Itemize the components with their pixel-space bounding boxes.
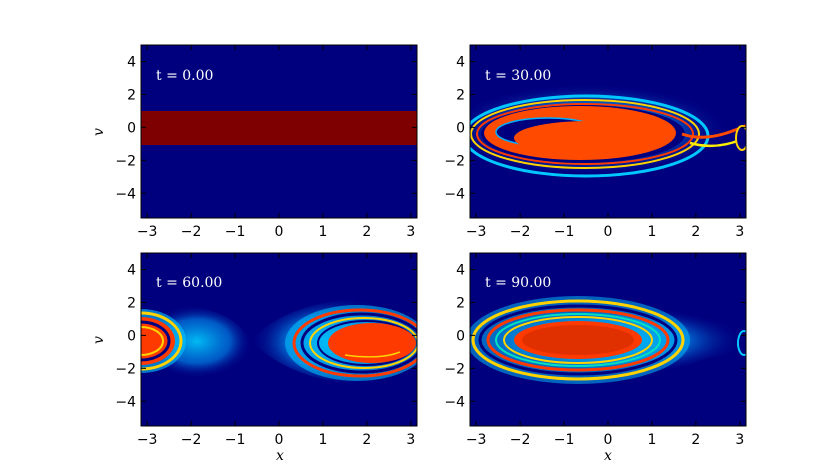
panel-t90-time-label: t = 90.00 [485, 275, 551, 291]
y-tick-label: 2 [127, 87, 136, 103]
x-tick-label: −1 [225, 224, 246, 240]
panel-t90-y-ticks: 4 2 0 −2 −4 [444, 262, 746, 410]
x-tick-label: −2 [510, 432, 531, 448]
panel-t90: t = 90.00 4 2 0 −2 −4 −3 −2 −1 0 1 2 3 [444, 252, 747, 448]
y-tick-label: 4 [456, 262, 465, 278]
panel-t0-x-ticks: −3 −2 −1 0 1 2 3 [137, 45, 415, 240]
panel-t60: t = 60.00 4 2 0 −2 −4 −3 −2 −1 0 1 2 3 [115, 252, 418, 448]
panel-t60-x-ticks: −3 −2 −1 0 1 2 3 [137, 253, 415, 448]
x-tick-label: 2 [691, 432, 700, 448]
x-axis-label-left: x [276, 448, 284, 464]
x-tick-label: 3 [406, 432, 415, 448]
panel-t90-x-ticks: −3 −2 −1 0 1 2 3 [466, 253, 744, 448]
x-tick-label: −3 [466, 224, 487, 240]
panel-t0-y-ticks: 4 2 0 −2 −4 [115, 54, 417, 202]
x-tick-label: −3 [137, 432, 158, 448]
x-tick-label: −2 [181, 224, 202, 240]
x-axis-label-right: x [604, 448, 612, 464]
x-tick-label: 0 [275, 432, 284, 448]
x-tick-label: 2 [691, 224, 700, 240]
x-tick-label: −3 [137, 224, 158, 240]
panel-t90-vortex [470, 296, 746, 384]
x-tick-label: 1 [318, 432, 327, 448]
y-tick-label: 4 [456, 54, 465, 70]
panel-t30-y-ticks: 4 2 0 −2 −4 [444, 54, 746, 202]
y-tick-label: −4 [115, 394, 136, 410]
x-tick-label: 3 [735, 224, 744, 240]
y-tick-label: −4 [444, 186, 465, 202]
y-tick-label: −4 [115, 186, 136, 202]
x-tick-label: 0 [604, 432, 613, 448]
panel-t0: t = 0.00 4 2 0 −2 −4 −3 −2 −1 0 1 2 3 [115, 44, 418, 240]
x-tick-label: −1 [554, 432, 575, 448]
y-tick-label: −2 [444, 153, 465, 169]
y-tick-label: −2 [115, 153, 136, 169]
x-tick-label: −2 [181, 432, 202, 448]
x-tick-label: 2 [362, 224, 371, 240]
x-tick-label: −2 [510, 224, 531, 240]
y-tick-label: 4 [127, 54, 136, 70]
x-tick-label: −1 [554, 224, 575, 240]
panel-t30-vortex [470, 84, 746, 178]
y-axis-label-bottom: v [91, 336, 107, 344]
x-tick-label: −3 [466, 432, 487, 448]
panel-t60-y-ticks: 4 2 0 −2 −4 [115, 262, 417, 410]
y-tick-label: 0 [456, 120, 465, 136]
panel-t0-time-label: t = 0.00 [156, 68, 213, 84]
panel-t30: t = 30.00 4 2 0 −2 −4 −3 −2 −1 0 1 2 3 [444, 44, 747, 240]
x-tick-label: 3 [735, 432, 744, 448]
y-tick-label: 0 [127, 328, 136, 344]
y-tick-label: 0 [456, 328, 465, 344]
y-tick-label: −2 [444, 361, 465, 377]
panel-t60-vortex [141, 296, 417, 387]
x-tick-label: 3 [406, 224, 415, 240]
panel-t30-x-ticks: −3 −2 −1 0 1 2 3 [466, 45, 744, 240]
panel-t60-time-label: t = 60.00 [156, 275, 222, 291]
panel-t0-band [141, 111, 417, 145]
y-tick-label: 2 [456, 295, 465, 311]
y-tick-label: 2 [127, 295, 136, 311]
x-tick-label: 0 [275, 224, 284, 240]
x-tick-label: 2 [362, 432, 371, 448]
x-tick-label: 1 [647, 224, 656, 240]
y-tick-label: 2 [456, 87, 465, 103]
x-tick-label: 1 [318, 224, 327, 240]
y-tick-label: −2 [115, 361, 136, 377]
x-tick-label: −1 [225, 432, 246, 448]
y-tick-label: 0 [127, 120, 136, 136]
x-tick-label: 0 [604, 224, 613, 240]
panel-t30-time-label: t = 30.00 [485, 68, 551, 84]
y-tick-label: −4 [444, 394, 465, 410]
x-tick-label: 1 [647, 432, 656, 448]
y-tick-label: 4 [127, 262, 136, 278]
y-axis-label-top: v [91, 128, 107, 136]
